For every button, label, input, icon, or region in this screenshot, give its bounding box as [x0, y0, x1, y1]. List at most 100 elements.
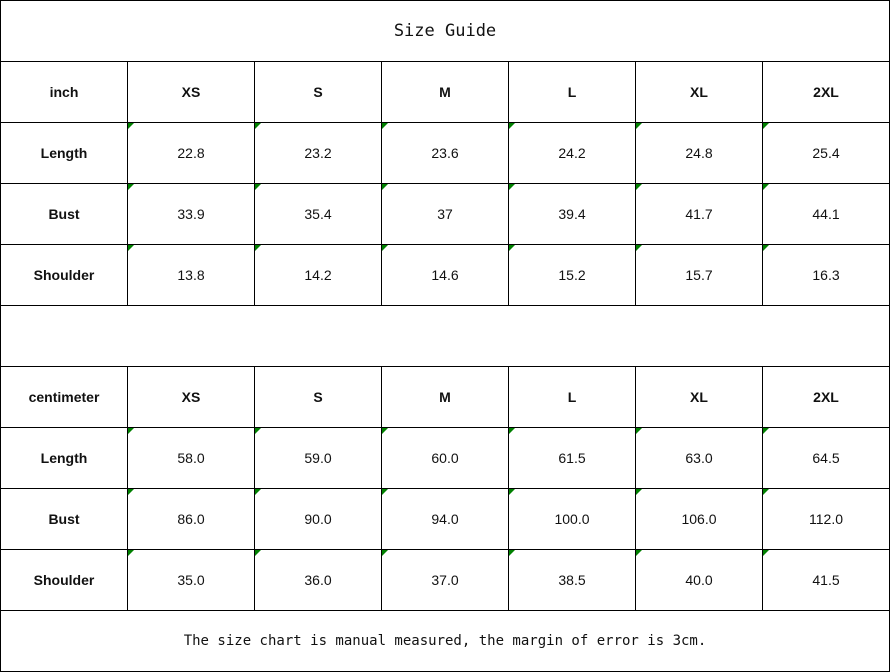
measurement-label-text: Length	[40, 450, 88, 466]
measurement-value: 16.3	[762, 244, 890, 306]
measurement-value-text: 40.0	[685, 572, 713, 588]
measurement-value: 35.4	[254, 183, 382, 245]
size-header: M	[381, 366, 509, 428]
measurement-value: 36.0	[254, 549, 382, 611]
measurement-value: 13.8	[127, 244, 255, 306]
measurement-value: 40.0	[635, 549, 763, 611]
size-header: XL	[635, 366, 763, 428]
size-header: XS	[127, 366, 255, 428]
measurement-value-text: 37.0	[431, 572, 459, 588]
measurement-value: 24.8	[635, 122, 763, 184]
measurement-label-text: Bust	[48, 206, 80, 222]
measurement-value-text: 90.0	[304, 511, 332, 527]
cell-marker-icon	[128, 489, 134, 495]
measurement-value-text: 112.0	[809, 511, 843, 527]
measurement-value: 23.6	[381, 122, 509, 184]
cell-marker-icon	[763, 428, 769, 434]
cell-marker-icon	[636, 123, 642, 129]
cell-marker-icon	[509, 123, 515, 129]
measurement-label: Bust	[0, 183, 128, 245]
measurement-value: 41.5	[762, 549, 890, 611]
measurement-value-text: 86.0	[177, 511, 205, 527]
cell-marker-icon	[509, 428, 515, 434]
measurement-value: 106.0	[635, 488, 763, 550]
size-header: XS	[127, 61, 255, 123]
measurement-value-text: 15.2	[558, 267, 586, 283]
measurement-value-text: 13.8	[177, 267, 205, 283]
measurement-value: 86.0	[127, 488, 255, 550]
table-title: Size Guide	[0, 0, 890, 62]
size-header: XL	[635, 61, 763, 123]
cell-marker-icon	[255, 184, 261, 190]
unit-header-text: centimeter	[28, 389, 100, 405]
measurement-value-text: 16.3	[812, 267, 840, 283]
size-header: 2XL	[762, 61, 890, 123]
size-header-text: 2XL	[813, 389, 839, 405]
measurement-value: 60.0	[381, 427, 509, 489]
unit-header-text: inch	[49, 84, 79, 100]
measurement-value: 25.4	[762, 122, 890, 184]
measurement-value-text: 24.2	[558, 145, 586, 161]
measurement-value: 64.5	[762, 427, 890, 489]
cell-marker-icon	[763, 550, 769, 556]
cell-marker-icon	[128, 245, 134, 251]
measurement-value-text: 22.8	[177, 145, 205, 161]
measurement-value-text: 60.0	[431, 450, 459, 466]
size-header-text: M	[439, 84, 451, 100]
cell-marker-icon	[763, 245, 769, 251]
cell-marker-icon	[509, 245, 515, 251]
size-header: S	[254, 366, 382, 428]
measurement-value: 39.4	[508, 183, 636, 245]
measurement-value-text: 14.6	[431, 267, 459, 283]
measurement-label-text: Shoulder	[33, 267, 95, 283]
size-header: S	[254, 61, 382, 123]
measurement-value-text: 100.0	[554, 511, 590, 527]
measurement-value-text: 38.5	[558, 572, 586, 588]
unit-header: centimeter	[0, 366, 128, 428]
unit-header: inch	[0, 61, 128, 123]
cell-marker-icon	[636, 245, 642, 251]
measurement-value: 61.5	[508, 427, 636, 489]
measurement-value-text: 94.0	[431, 511, 459, 527]
size-header: M	[381, 61, 509, 123]
measurement-value: 15.2	[508, 244, 636, 306]
measurement-value-text: 106.0	[681, 511, 717, 527]
cell-marker-icon	[382, 184, 388, 190]
cell-marker-icon	[636, 489, 642, 495]
measurement-value: 14.6	[381, 244, 509, 306]
measurement-value-text: 14.2	[304, 267, 332, 283]
size-header-text: XS	[181, 84, 201, 100]
measurement-value: 44.1	[762, 183, 890, 245]
measurement-value-text: 37	[437, 206, 453, 222]
measurement-value-text: 33.9	[177, 206, 205, 222]
cell-marker-icon	[255, 123, 261, 129]
size-header-text: 2XL	[813, 84, 839, 100]
cell-marker-icon	[128, 550, 134, 556]
measurement-label: Length	[0, 427, 128, 489]
table-title-text: Size Guide	[393, 21, 497, 41]
measurement-value-text: 23.6	[431, 145, 459, 161]
measurement-value-text: 41.7	[685, 206, 713, 222]
size-header-text: L	[567, 84, 577, 100]
measurement-value-text: 36.0	[304, 572, 332, 588]
measurement-value: 94.0	[381, 488, 509, 550]
cell-marker-icon	[128, 184, 134, 190]
size-header-text: S	[313, 389, 323, 405]
measurement-label: Bust	[0, 488, 128, 550]
measurement-label: Shoulder	[0, 549, 128, 611]
cell-marker-icon	[636, 428, 642, 434]
size-header: L	[508, 366, 636, 428]
measurement-value-text: 64.5	[812, 450, 840, 466]
cell-marker-icon	[255, 245, 261, 251]
measurement-value-text: 24.8	[685, 145, 713, 161]
cell-marker-icon	[255, 489, 261, 495]
cell-marker-icon	[255, 550, 261, 556]
size-header-text: XS	[181, 389, 201, 405]
cell-marker-icon	[382, 123, 388, 129]
cell-marker-icon	[382, 550, 388, 556]
measurement-value: 33.9	[127, 183, 255, 245]
measurement-value-text: 61.5	[558, 450, 586, 466]
cell-marker-icon	[382, 245, 388, 251]
cell-marker-icon	[636, 550, 642, 556]
